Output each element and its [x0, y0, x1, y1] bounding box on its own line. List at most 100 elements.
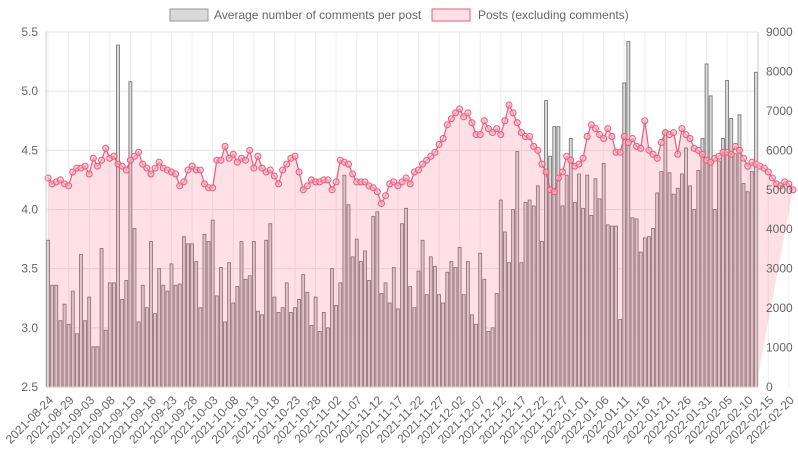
- data-point: [98, 156, 106, 164]
- data-point: [509, 109, 517, 117]
- data-point: [435, 140, 443, 148]
- data-point: [740, 154, 748, 162]
- data-point: [44, 174, 52, 182]
- data-point: [637, 144, 645, 152]
- data-point: [715, 152, 723, 160]
- data-point: [275, 180, 283, 188]
- data-point: [431, 148, 439, 156]
- data-point: [65, 182, 73, 190]
- data-point: [118, 162, 126, 170]
- data-point: [624, 138, 632, 146]
- data-point: [744, 162, 752, 170]
- data-point: [122, 166, 130, 174]
- data-point: [476, 131, 484, 139]
- data-point: [93, 162, 101, 170]
- area-fill: [48, 104, 793, 387]
- legend-label-comments: Average number of comments per post: [214, 8, 422, 22]
- y-left-tick-label: 4.0: [21, 203, 38, 217]
- data-point: [196, 166, 204, 174]
- data-point: [563, 152, 571, 160]
- data-point: [777, 182, 785, 190]
- data-point: [493, 125, 501, 133]
- legend[interactable]: Average number of comments per post Post…: [169, 8, 629, 22]
- data-point: [176, 182, 184, 190]
- data-point: [414, 166, 422, 174]
- data-point: [517, 129, 525, 137]
- data-point: [579, 154, 587, 162]
- data-point: [373, 188, 381, 196]
- data-point: [151, 164, 159, 172]
- data-point: [600, 135, 608, 142]
- data-point: [587, 121, 595, 129]
- data-point: [180, 178, 188, 186]
- bar-series-comments: [46, 41, 758, 388]
- data-point: [324, 176, 332, 184]
- data-point: [394, 182, 402, 190]
- data-point: [670, 129, 678, 137]
- y-left-tick-label: 3.5: [21, 262, 38, 276]
- legend-label-posts: Posts (excluding comments): [478, 8, 629, 22]
- data-point: [489, 129, 497, 137]
- data-point: [439, 135, 447, 142]
- data-point: [419, 160, 427, 168]
- area-series-posts: [47, 103, 794, 387]
- data-point: [657, 138, 665, 146]
- y-right-tick-label: 9000: [766, 25, 793, 39]
- y-right-tick-label: 6000: [766, 143, 793, 157]
- legend-swatch-comments: [169, 8, 209, 22]
- data-point: [686, 135, 694, 142]
- data-point: [69, 168, 77, 176]
- data-point: [653, 154, 661, 162]
- data-point: [501, 117, 509, 125]
- data-point: [731, 142, 739, 150]
- y-axis-left: 2.5 3.0 3.5 4.0 4.5 5.0 5.5: [21, 25, 47, 394]
- data-point: [398, 178, 406, 186]
- data-point: [229, 150, 237, 158]
- data-point: [480, 117, 488, 125]
- data-point: [254, 152, 262, 160]
- data-point: [468, 119, 476, 127]
- data-point: [369, 184, 377, 192]
- y-left-tick-label: 5.0: [21, 84, 38, 98]
- data-point: [139, 160, 147, 168]
- data-point: [270, 172, 278, 180]
- data-point: [768, 174, 776, 182]
- data-point: [295, 168, 303, 176]
- data-point: [550, 188, 558, 196]
- data-point: [217, 156, 225, 164]
- y-left-tick-label: 2.5: [21, 380, 38, 394]
- data-point: [130, 152, 138, 160]
- data-point: [81, 162, 89, 170]
- data-point: [225, 154, 233, 162]
- data-point: [266, 166, 274, 174]
- data-point: [135, 148, 143, 156]
- data-point: [258, 164, 266, 172]
- data-point: [649, 150, 657, 158]
- data-point: [349, 170, 357, 178]
- data-point: [89, 154, 97, 162]
- y-right-tick-label: 8000: [766, 64, 793, 78]
- data-point: [530, 142, 538, 150]
- y-axis-right: 0 1000 2000 3000 4000 5000 6000 7000 8000 9000: [757, 25, 793, 394]
- data-point: [616, 148, 624, 156]
- data-point: [452, 109, 459, 117]
- data-point: [328, 186, 336, 194]
- data-point: [291, 152, 299, 160]
- data-point: [641, 117, 649, 125]
- y-right-tick-label: 4000: [766, 222, 793, 236]
- data-point: [604, 125, 612, 133]
- data-point: [155, 158, 163, 166]
- data-point: [200, 180, 208, 188]
- data-point: [596, 131, 604, 139]
- point-series-posts: [44, 101, 797, 208]
- data-point: [526, 133, 534, 141]
- data-point: [534, 146, 542, 154]
- y-right-tick-label: 0: [766, 380, 773, 394]
- data-point: [628, 135, 636, 142]
- data-point: [279, 166, 287, 174]
- data-point: [443, 121, 451, 129]
- data-point: [110, 152, 118, 160]
- data-point: [345, 160, 352, 168]
- y-left-tick-label: 5.5: [21, 25, 38, 39]
- x-axis: 2021-08-242021-08-292021-09-032021-09-08…: [3, 386, 797, 446]
